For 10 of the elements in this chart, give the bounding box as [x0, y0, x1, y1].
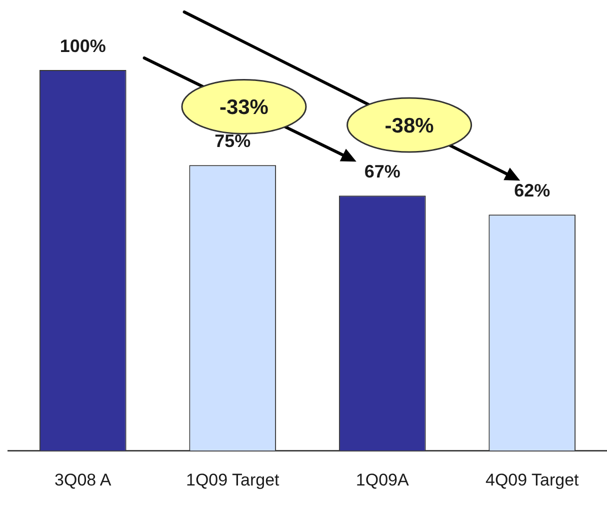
- data-label: 100%: [60, 36, 106, 56]
- data-label: 67%: [364, 162, 400, 182]
- x-tick-label: 1Q09A: [356, 470, 410, 490]
- annotation: -38%: [384, 114, 434, 138]
- annotation: -33%: [219, 96, 269, 120]
- x-tick-label: 4Q09 Target: [485, 470, 580, 490]
- data-label: 75%: [214, 131, 251, 152]
- x-tick-label: 1Q09 Target: [186, 470, 280, 490]
- x-tick-label: 3Q08 A: [54, 470, 112, 490]
- data-label: 62%: [514, 180, 550, 201]
